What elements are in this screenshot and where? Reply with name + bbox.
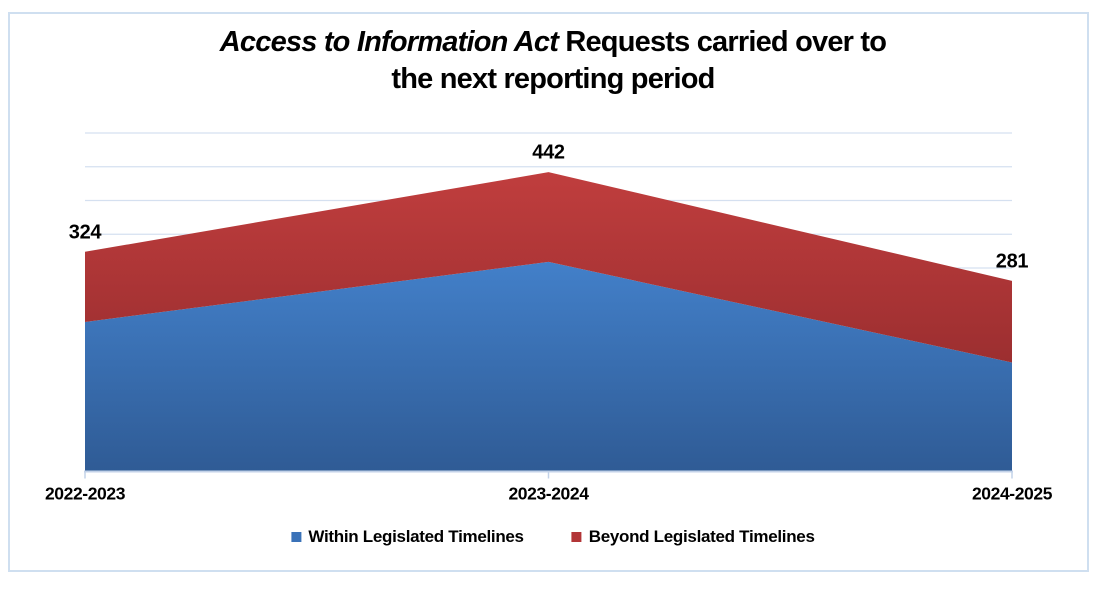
chart-title-line1-rest: Requests carried over to <box>558 26 887 58</box>
x-axis-label: 2023-2024 <box>508 483 589 504</box>
data-label: 281 <box>995 250 1029 273</box>
x-axis-label: 2022-2023 <box>44 483 126 504</box>
legend-label-beyond: Beyond Legislated Timelines <box>588 527 815 546</box>
chart-title-act-name: Access to Information Act <box>219 26 559 58</box>
legend: Within Legislated Timelines Beyond Legis… <box>291 527 815 547</box>
data-label: 442 <box>532 141 565 164</box>
chart-title-line2: the next reporting period <box>391 63 715 95</box>
legend-label-within: Within Legislated Timelines <box>308 527 524 546</box>
legend-swatch-beyond-icon <box>571 532 582 542</box>
data-label: 324 <box>68 221 102 244</box>
x-axis-label: 2024-2025 <box>971 483 1053 504</box>
chart-title: Access to Information Act Requests carri… <box>0 24 1106 98</box>
legend-item-beyond: Beyond Legislated Timelines <box>571 527 815 547</box>
chart-title-line1: Access to Information Act Requests carri… <box>0 24 1106 61</box>
legend-swatch-within-icon <box>291 532 302 542</box>
legend-item-within: Within Legislated Timelines <box>291 527 524 547</box>
